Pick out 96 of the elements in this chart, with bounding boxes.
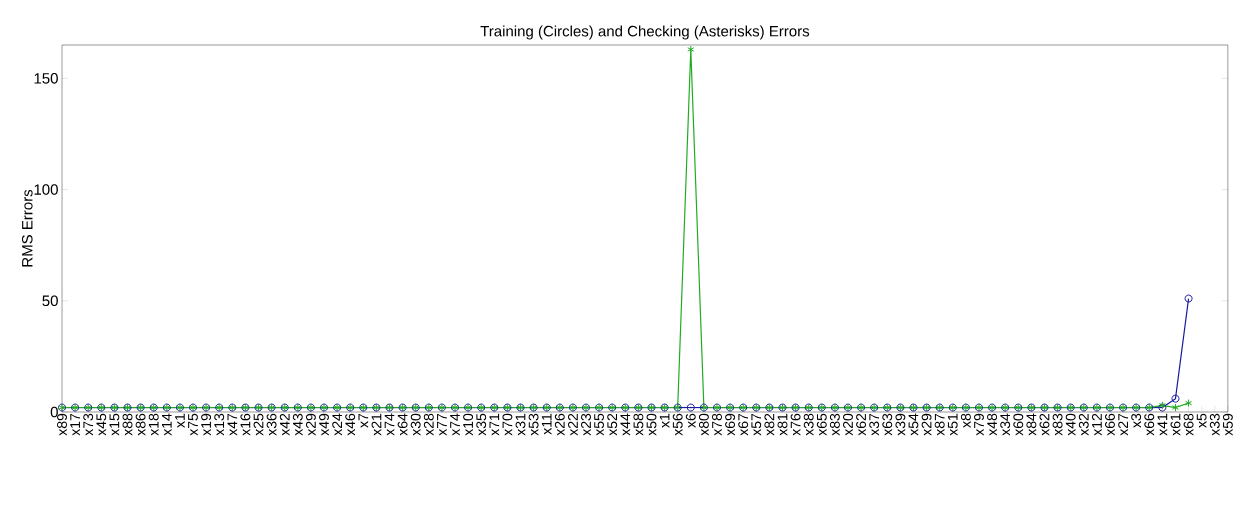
x-tick-label: x73	[83, 413, 94, 436]
x-tick-label: x32	[1078, 413, 1089, 436]
x-tick-label: x80	[698, 413, 709, 436]
x-tick-label: x67	[738, 413, 749, 436]
x-tick-label: x29	[305, 413, 316, 436]
x-tick-label: x45	[96, 413, 107, 436]
x-tick-label: x1	[175, 413, 185, 428]
x-tick-label: x18	[148, 413, 159, 436]
x-tick-label: x74	[450, 413, 460, 436]
y-tick-label: 50	[42, 295, 58, 307]
x-tick-label: x71	[489, 413, 500, 436]
x-tick-label: x78	[712, 413, 722, 436]
x-tick-label: x13	[214, 413, 225, 436]
x-tick-label: x27	[1118, 413, 1128, 436]
x-tick-label: x5	[1196, 413, 1207, 428]
x-tick-label: x44	[620, 413, 631, 436]
x-tick-label: x83	[829, 413, 840, 436]
x-tick-label: x61	[1170, 413, 1181, 436]
x-tick-label: x30	[410, 413, 421, 436]
x-tick-label: x66	[1144, 413, 1155, 436]
x-tick-label: x39	[895, 413, 906, 436]
x-tick-label: x54	[908, 413, 919, 436]
x-tick-label: x16	[240, 413, 251, 436]
x-tick-label: x17	[70, 413, 80, 436]
x-tick-label: x41	[1157, 413, 1168, 436]
x-tick-label: x10	[463, 413, 474, 436]
x-tick-label: x79	[974, 413, 984, 436]
x-tick-label: x86	[135, 413, 146, 436]
x-tick-label: x25	[253, 413, 264, 436]
x-tick-label: x62	[856, 413, 867, 436]
y-tick-label: 0	[50, 406, 58, 418]
x-tick-label: x75	[188, 413, 198, 436]
x-tick-label: x83	[1052, 413, 1063, 436]
x-tick-label: x82	[764, 413, 775, 436]
x-tick-label: x3	[1131, 413, 1142, 428]
x-tick-label: x65	[816, 413, 827, 436]
x-tick-label: x89	[57, 413, 67, 436]
x-tick-label: x69	[725, 413, 736, 436]
x-tick-label: x84	[1026, 413, 1037, 436]
x-tick-label: x59	[1222, 413, 1233, 436]
x-tick-label: x28	[423, 413, 434, 436]
x-tick-label: x52	[607, 413, 618, 436]
x-tick-label: x29	[921, 413, 932, 436]
x-tick-label: x23	[581, 413, 591, 436]
x-tick-label: x12	[1091, 413, 1102, 436]
x-tick-label: x66	[1105, 413, 1115, 436]
x-tick-label: x48	[987, 413, 998, 436]
x-tick-label: x37	[869, 413, 880, 436]
x-tick-label: x6	[685, 413, 696, 428]
x-tick-label: x20	[843, 413, 853, 436]
x-tick-label: x55	[594, 413, 604, 436]
x-tick-label: x49	[319, 413, 329, 436]
x-tick-label: x88	[122, 413, 133, 436]
x-tick-label: x87	[934, 413, 945, 436]
x-tick-label: x42	[279, 413, 290, 436]
x-tick-label: x62	[1039, 413, 1050, 436]
x-tick-label: x11	[541, 413, 552, 435]
x-tick-label: x56	[672, 413, 683, 436]
chart-title: Training (Circles) and Checking (Asterisks) Errors	[480, 25, 810, 40]
x-tick-label: x57	[751, 413, 762, 436]
x-tick-label: x35	[476, 413, 487, 436]
x-tick-label: x26	[554, 413, 565, 436]
x-tick-label: x24	[332, 413, 342, 436]
x-tick-label: x50	[646, 413, 657, 436]
x-tick-label: x43	[292, 413, 303, 436]
x-tick-label: x51	[947, 413, 958, 436]
x-tick-label: x8	[960, 413, 971, 428]
x-tick-label: x40	[1065, 413, 1076, 436]
x-tick-label: x22	[568, 413, 578, 436]
x-tick-label: x19	[201, 413, 212, 436]
x-tick-label: x33	[1209, 413, 1220, 436]
x-tick-label: x38	[803, 413, 814, 436]
x-tick-label: x14	[162, 413, 172, 436]
x-tick-label: x76	[790, 413, 801, 436]
x-tick-label: x81	[777, 413, 788, 436]
x-tick-label: x68	[1183, 413, 1194, 436]
x-tick-label: x74	[384, 413, 395, 436]
x-tick-label: x70	[502, 413, 513, 436]
x-tick-label: x7	[358, 413, 369, 428]
x-tick-label: x77	[437, 413, 447, 436]
x-tick-label: x64	[397, 413, 408, 436]
x-tick-label: x15	[109, 413, 120, 436]
y-tick-label: 100	[34, 184, 58, 195]
x-tick-label: x36	[266, 413, 277, 436]
x-tick-label: x34	[1000, 413, 1011, 436]
y-axis-title: RMS Errors	[21, 189, 33, 267]
x-tick-label: x60	[1013, 413, 1024, 436]
x-tick-label: x1	[659, 413, 670, 428]
x-tick-label: x58	[633, 413, 644, 436]
x-tick-label: x21	[371, 413, 382, 436]
x-tick-label: x63	[882, 413, 893, 436]
y-tick-label: 150	[34, 73, 58, 84]
x-tick-label: x53	[528, 413, 539, 436]
x-tick-label: x31	[515, 413, 526, 436]
x-tick-label: x46	[345, 413, 356, 436]
x-tick-label: x47	[227, 413, 238, 436]
